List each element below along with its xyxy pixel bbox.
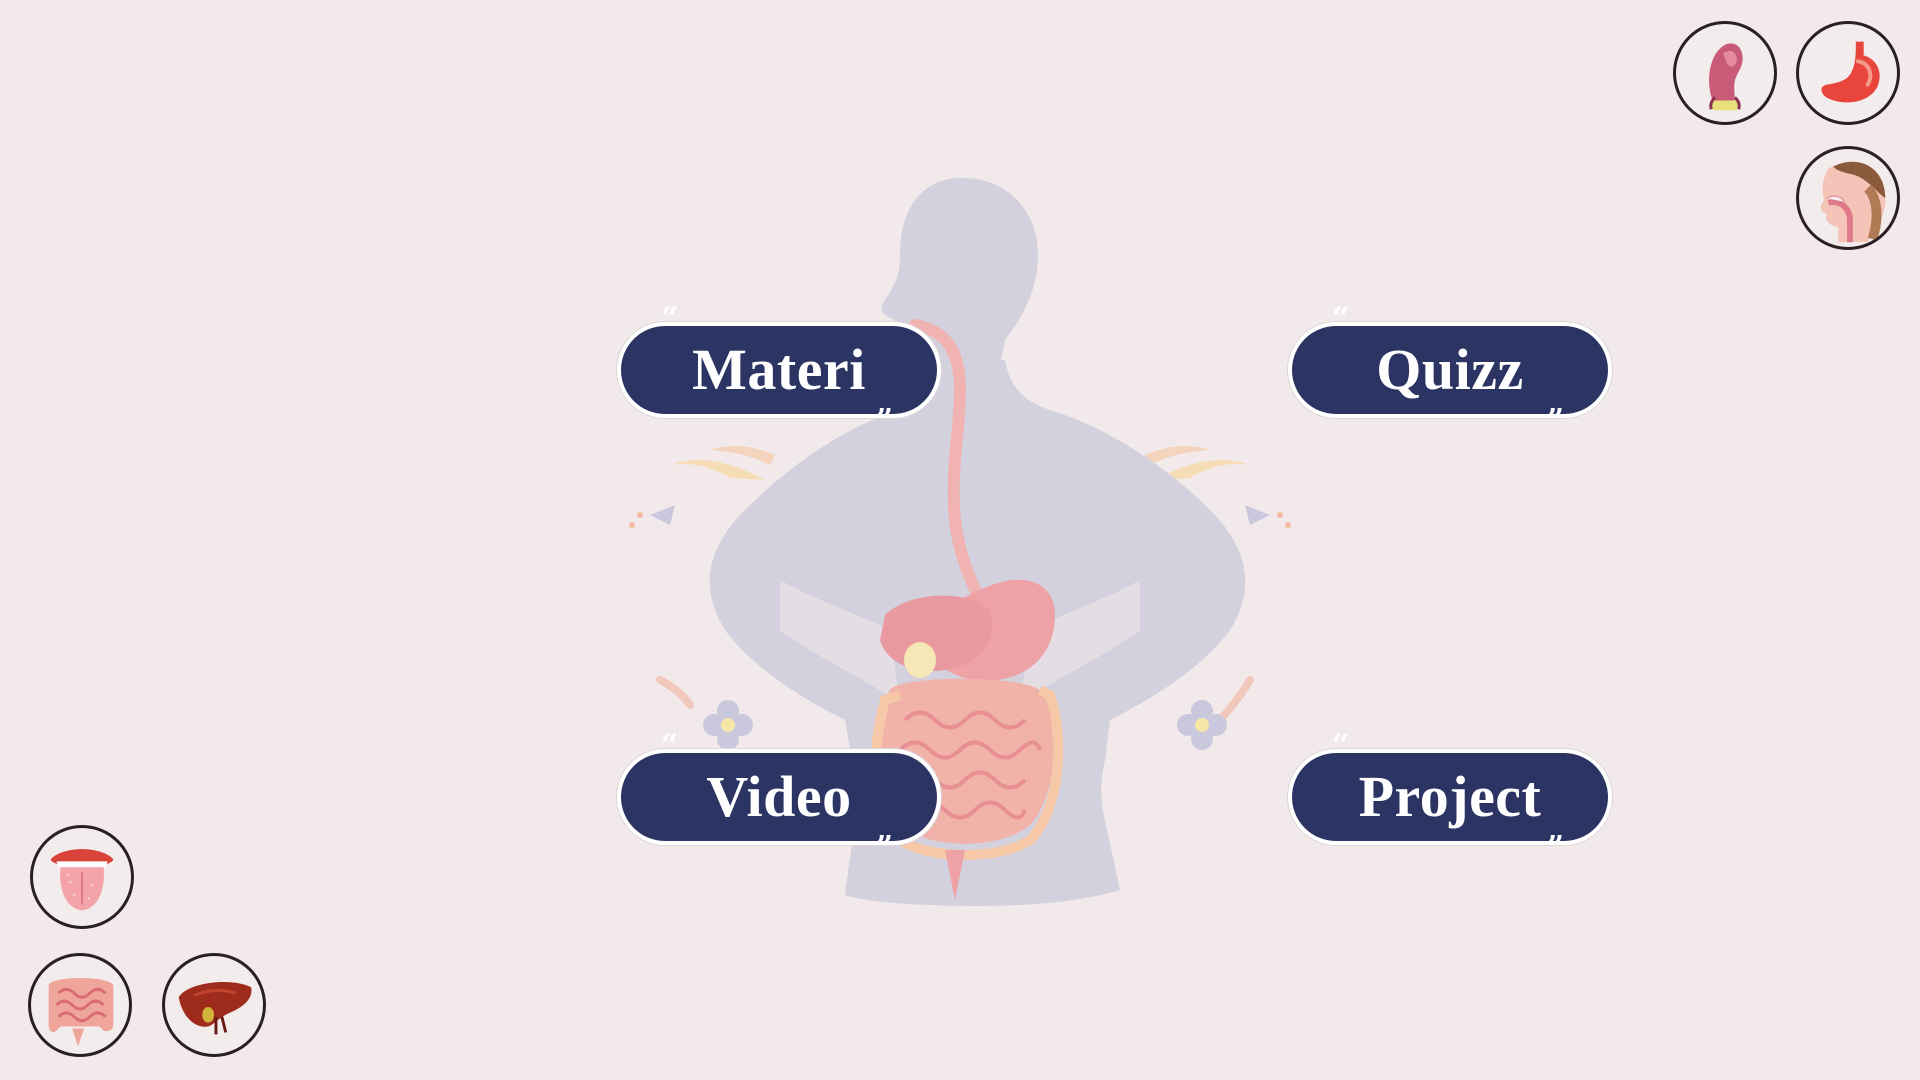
quizz-button-label: Quizz <box>1376 337 1524 402</box>
close-quote-icon: ” <box>1546 830 1564 865</box>
open-quote-icon: “ <box>661 728 679 763</box>
open-quote-icon: “ <box>661 301 679 336</box>
project-button-label: Project <box>1358 764 1542 829</box>
open-quote-icon: “ <box>1332 301 1350 336</box>
project-button[interactable]: “ Project ” <box>1292 731 1608 863</box>
materi-button-label: Materi <box>692 337 866 402</box>
intestine-icon[interactable] <box>28 953 132 1057</box>
close-quote-icon: ” <box>1546 403 1564 438</box>
video-button[interactable]: “ Video ” <box>621 731 937 863</box>
close-quote-icon: ” <box>875 830 893 865</box>
mouth-tongue-icon[interactable] <box>30 825 134 929</box>
stomach-icon[interactable] <box>1796 21 1900 125</box>
close-quote-icon: ” <box>875 403 893 438</box>
head-throat-icon[interactable] <box>1796 146 1900 250</box>
video-button-label: Video <box>706 764 852 829</box>
open-quote-icon: “ <box>1332 728 1350 763</box>
digestive-system-illustration <box>629 177 1291 907</box>
liver-icon[interactable] <box>162 953 266 1057</box>
materi-button[interactable]: “ Materi ” <box>621 304 937 436</box>
rectum-icon[interactable] <box>1673 21 1777 125</box>
quizz-button[interactable]: “ Quizz ” <box>1292 304 1608 436</box>
